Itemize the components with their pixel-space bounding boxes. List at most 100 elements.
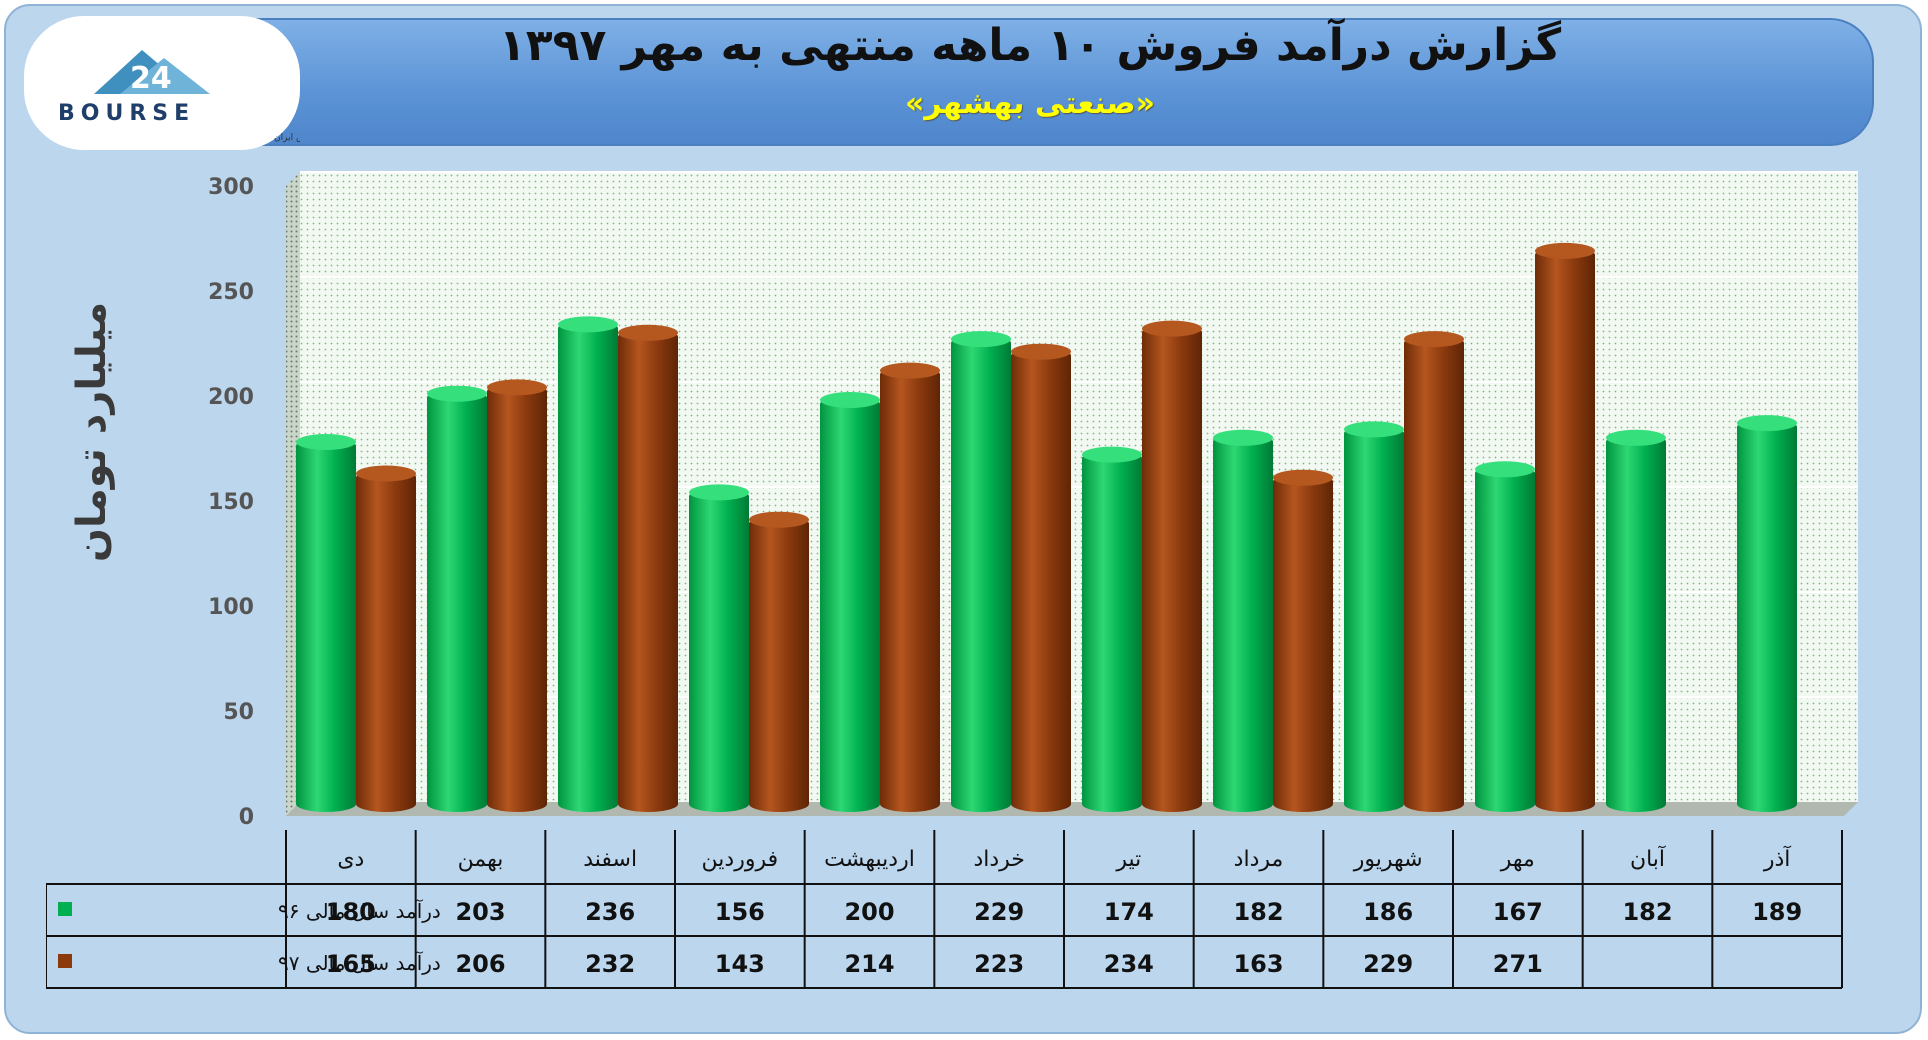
- bar-cap: [1404, 331, 1464, 348]
- legend-swatch: [58, 954, 72, 968]
- bar: [1011, 343, 1071, 812]
- table-value: 229: [974, 898, 1024, 926]
- bar: [1344, 421, 1404, 812]
- category-label: مهر: [1500, 847, 1535, 872]
- table-value: 186: [1363, 898, 1413, 926]
- bar: [296, 434, 356, 812]
- category-label: مرداد: [1234, 847, 1284, 872]
- table-value: 143: [715, 950, 765, 978]
- bar-cap: [1475, 461, 1535, 478]
- bar-cap: [1011, 343, 1071, 360]
- bar-body: [1535, 246, 1595, 812]
- bar: [1273, 469, 1333, 812]
- bar-cap: [427, 385, 487, 402]
- bar: [951, 331, 1011, 812]
- bar-cap: [618, 324, 678, 341]
- bar: [1737, 415, 1797, 812]
- bar-body: [689, 488, 749, 812]
- bar: [1082, 446, 1142, 812]
- bar-cap: [1142, 320, 1202, 337]
- y-tick-label: 0: [239, 805, 254, 830]
- bar-cap: [951, 331, 1011, 348]
- bar-cap: [880, 362, 940, 379]
- bar: [749, 511, 809, 812]
- category-label: آذر: [1763, 845, 1791, 872]
- category-label: بهمن: [458, 847, 504, 872]
- bar: [487, 379, 547, 812]
- bar: [1606, 429, 1666, 812]
- bar-body: [487, 383, 547, 812]
- table-grid: [46, 830, 1843, 989]
- category-label: تیر: [1115, 847, 1141, 872]
- bar-body: [427, 389, 487, 812]
- table-value: 236: [585, 898, 635, 926]
- bar-body: [749, 515, 809, 812]
- category-label: شهریور: [1353, 847, 1423, 872]
- legend-label: درآمد سال مالی ۹۷: [278, 950, 441, 975]
- category-label: اسفند: [583, 847, 637, 872]
- bar-cap: [1737, 415, 1797, 432]
- category-label: خرداد: [973, 847, 1024, 872]
- bar: [820, 392, 880, 812]
- bar: [689, 484, 749, 812]
- bar-body: [618, 328, 678, 812]
- table-value: 232: [585, 950, 635, 978]
- bar-body: [951, 335, 1011, 812]
- chart-title: گزارش درآمد فروش ۱۰ ماهه منتهی به مهر ۱۳…: [498, 20, 1562, 71]
- table-value: 189: [1752, 898, 1802, 926]
- bourse-logo: 24 BOURSE پایگاه اطلاع رسانی و تحلیلی بو…: [24, 16, 427, 150]
- bar-cap: [1082, 446, 1142, 463]
- bar-cap: [689, 484, 749, 501]
- bar-body: [1344, 425, 1404, 812]
- table-value: 203: [455, 898, 505, 926]
- bar-cap: [296, 434, 356, 450]
- bar: [1213, 429, 1273, 812]
- bar-body: [1606, 433, 1666, 812]
- legend-swatch: [58, 902, 72, 916]
- bar-body: [296, 438, 356, 812]
- table-value: 206: [455, 950, 505, 978]
- bar-body: [1737, 419, 1797, 812]
- bar-body: [558, 320, 618, 812]
- bar-cap: [1344, 421, 1404, 438]
- bar: [1535, 242, 1595, 812]
- bar-cap: [487, 379, 547, 396]
- bar-body: [1273, 473, 1333, 812]
- table-value: 163: [1233, 950, 1283, 978]
- table-value: 234: [1104, 950, 1154, 978]
- bar-cap: [1606, 429, 1666, 446]
- category-label: اردیبهشت: [824, 847, 915, 872]
- table-value: 214: [844, 950, 894, 978]
- bar-body: [1082, 450, 1142, 812]
- y-tick-label: 50: [223, 700, 254, 725]
- bar: [880, 362, 940, 812]
- bar-cap: [356, 465, 416, 482]
- table-value: 180: [326, 898, 376, 926]
- legend-label: درآمد سال مالی ۹۶: [278, 898, 441, 923]
- table-value: 156: [715, 898, 765, 926]
- y-tick-label: 250: [208, 280, 254, 305]
- bars: [296, 242, 1797, 812]
- chart-subtitle: «صنعتی بهشهر»: [904, 86, 1156, 121]
- table-value: 229: [1363, 950, 1413, 978]
- logo-graphic: 24 BOURSE پایگاه اطلاع رسانی و تحلیلی بو…: [58, 50, 427, 143]
- bar-body: [1011, 347, 1071, 812]
- table-values: 180 203 236 156 200 229 174 182 186 167 182 189 165 2…: [326, 898, 1802, 978]
- bar-body: [1142, 324, 1202, 812]
- table-value: 200: [844, 898, 894, 926]
- logo-wordmark: BOURSE: [58, 101, 195, 126]
- y-tick-label: 200: [208, 385, 254, 410]
- table-value: 174: [1104, 898, 1154, 926]
- bar-body: [1475, 465, 1535, 812]
- bar-body: [356, 469, 416, 812]
- bar: [558, 316, 618, 812]
- bar-cap: [1213, 429, 1273, 446]
- bar: [1404, 331, 1464, 812]
- category-label: آبان: [1630, 845, 1666, 872]
- category-label: دی: [337, 847, 364, 872]
- bar-cap: [749, 511, 809, 528]
- category-label: فروردین: [702, 847, 779, 872]
- bar: [1142, 320, 1202, 812]
- bar: [1475, 461, 1535, 812]
- table-value: 182: [1622, 898, 1672, 926]
